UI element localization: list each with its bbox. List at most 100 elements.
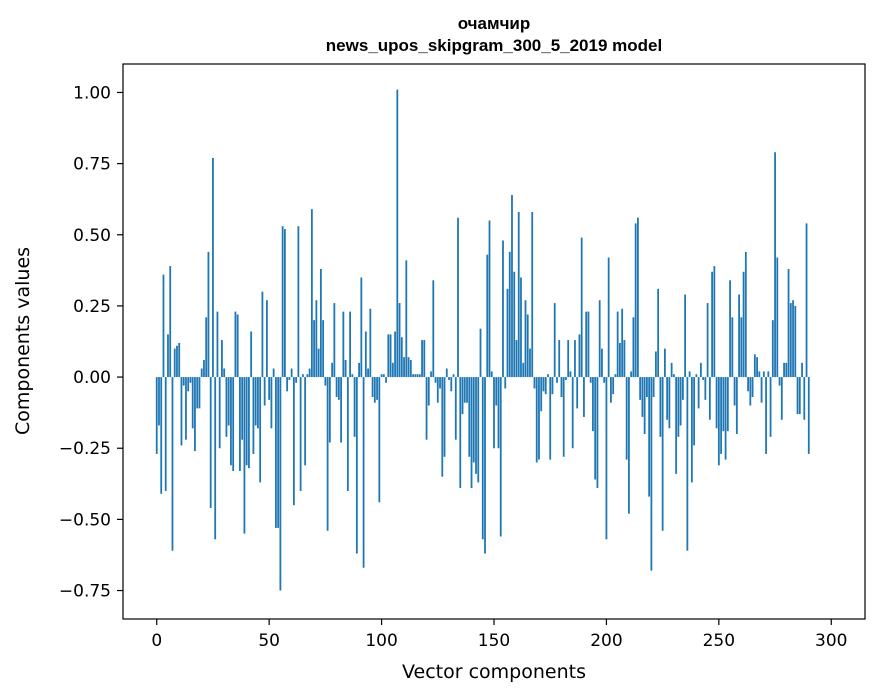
bar-component-215 [639,377,642,400]
bar-component-223 [657,288,660,378]
bar-component-170 [538,377,540,460]
bar-component-194 [592,377,594,432]
bar-component-245 [706,303,709,378]
bar-component-269 [760,377,763,403]
bar-component-14 [187,377,190,392]
bar-component-32 [227,377,230,426]
bar-component-143 [477,377,480,483]
bar-component-113 [409,360,412,378]
bar-component-178 [556,377,558,383]
bar-component-23 [207,251,210,378]
bar-component-12 [182,377,185,386]
bar-component-125 [436,377,439,403]
bar-component-45 [257,377,259,429]
bar-component-17 [194,377,196,452]
bar-component-26 [214,377,217,540]
bar-component-131 [450,377,453,392]
bar-component-262 [744,251,747,378]
bar-component-209 [625,377,628,460]
bar-component-130 [448,377,450,380]
bar-component-117 [418,374,421,378]
bar-component-48 [263,377,266,406]
bar-component-99 [378,377,381,503]
bar-component-264 [749,377,752,406]
bar-component-37 [239,377,241,471]
bar-component-119 [423,340,426,378]
bar-component-109 [400,337,403,378]
bar-component-144 [479,328,482,378]
bar-component-35 [234,311,237,378]
bar-component-276 [776,257,779,378]
bar-component-179 [558,340,561,378]
bar-component-120 [425,377,428,440]
bar-component-39 [243,377,246,534]
bar-component-163 [522,362,525,378]
bar-component-115 [414,374,417,378]
y-tick-label: 0.25 [73,297,111,317]
bar-component-51 [270,377,273,429]
bar-component-189 [580,237,583,378]
bar-component-275 [774,152,776,378]
bar-component-86 [349,311,351,378]
bar-component-63 [297,226,300,378]
bar-component-16 [191,377,194,429]
bar-component-188 [578,334,581,378]
bar-component-239 [693,377,696,446]
bar-component-206 [619,342,621,378]
bar-component-234 [681,377,684,400]
bar-component-180 [560,377,563,397]
bar-component-267 [756,357,758,378]
bar-component-10 [178,342,181,378]
bar-component-167 [531,212,534,378]
bar-component-185 [571,377,574,449]
bar-component-108 [398,303,401,378]
bar-component-71 [315,300,318,378]
bar-component-83 [342,311,345,378]
bar-component-41 [248,377,250,469]
bar-component-74 [322,320,325,378]
bar-component-36 [236,314,239,378]
bar-component-279 [783,362,785,378]
bar-component-289 [805,223,808,378]
bar-component-249 [715,377,718,429]
bar-component-58 [286,377,289,392]
bar-component-246 [708,377,711,420]
bar-component-205 [616,311,619,378]
bar-component-193 [589,377,592,383]
bar-component-190 [583,377,585,417]
bar-component-203 [612,377,615,395]
bar-component-82 [340,377,342,443]
bar-component-33 [230,377,232,466]
bar-component-152 [497,377,500,449]
bar-component-57 [283,229,286,378]
bar-component-53 [275,377,277,528]
bar-component-266 [753,354,756,378]
bar-component-93 [364,331,367,378]
bar-component-271 [765,377,767,454]
bar-component-177 [553,303,556,378]
bar-component-21 [203,360,205,378]
bar-component-30 [223,368,226,378]
bar-component-50 [268,377,271,400]
bar-component-198 [601,348,603,378]
bar-component-192 [587,311,590,378]
bar-component-111 [405,260,408,378]
bar-component-235 [684,294,687,378]
bar-component-38 [241,377,244,440]
bar-component-140 [470,377,473,489]
bar-component-169 [535,377,538,463]
bar-component-175 [549,377,552,460]
bar-component-153 [499,377,502,537]
y-tick-label: −0.25 [59,439,111,459]
bar-component-69 [310,209,313,378]
bar-component-27 [216,311,219,378]
bar-component-229 [670,362,673,378]
bar-component-100 [380,374,383,378]
bar-component-166 [529,348,531,378]
bar-component-214 [637,217,639,378]
bar-component-151 [495,377,498,406]
bar-component-280 [785,362,788,378]
bar-component-2 [160,377,163,494]
bar-component-238 [690,377,693,483]
bar-component-84 [344,360,347,378]
